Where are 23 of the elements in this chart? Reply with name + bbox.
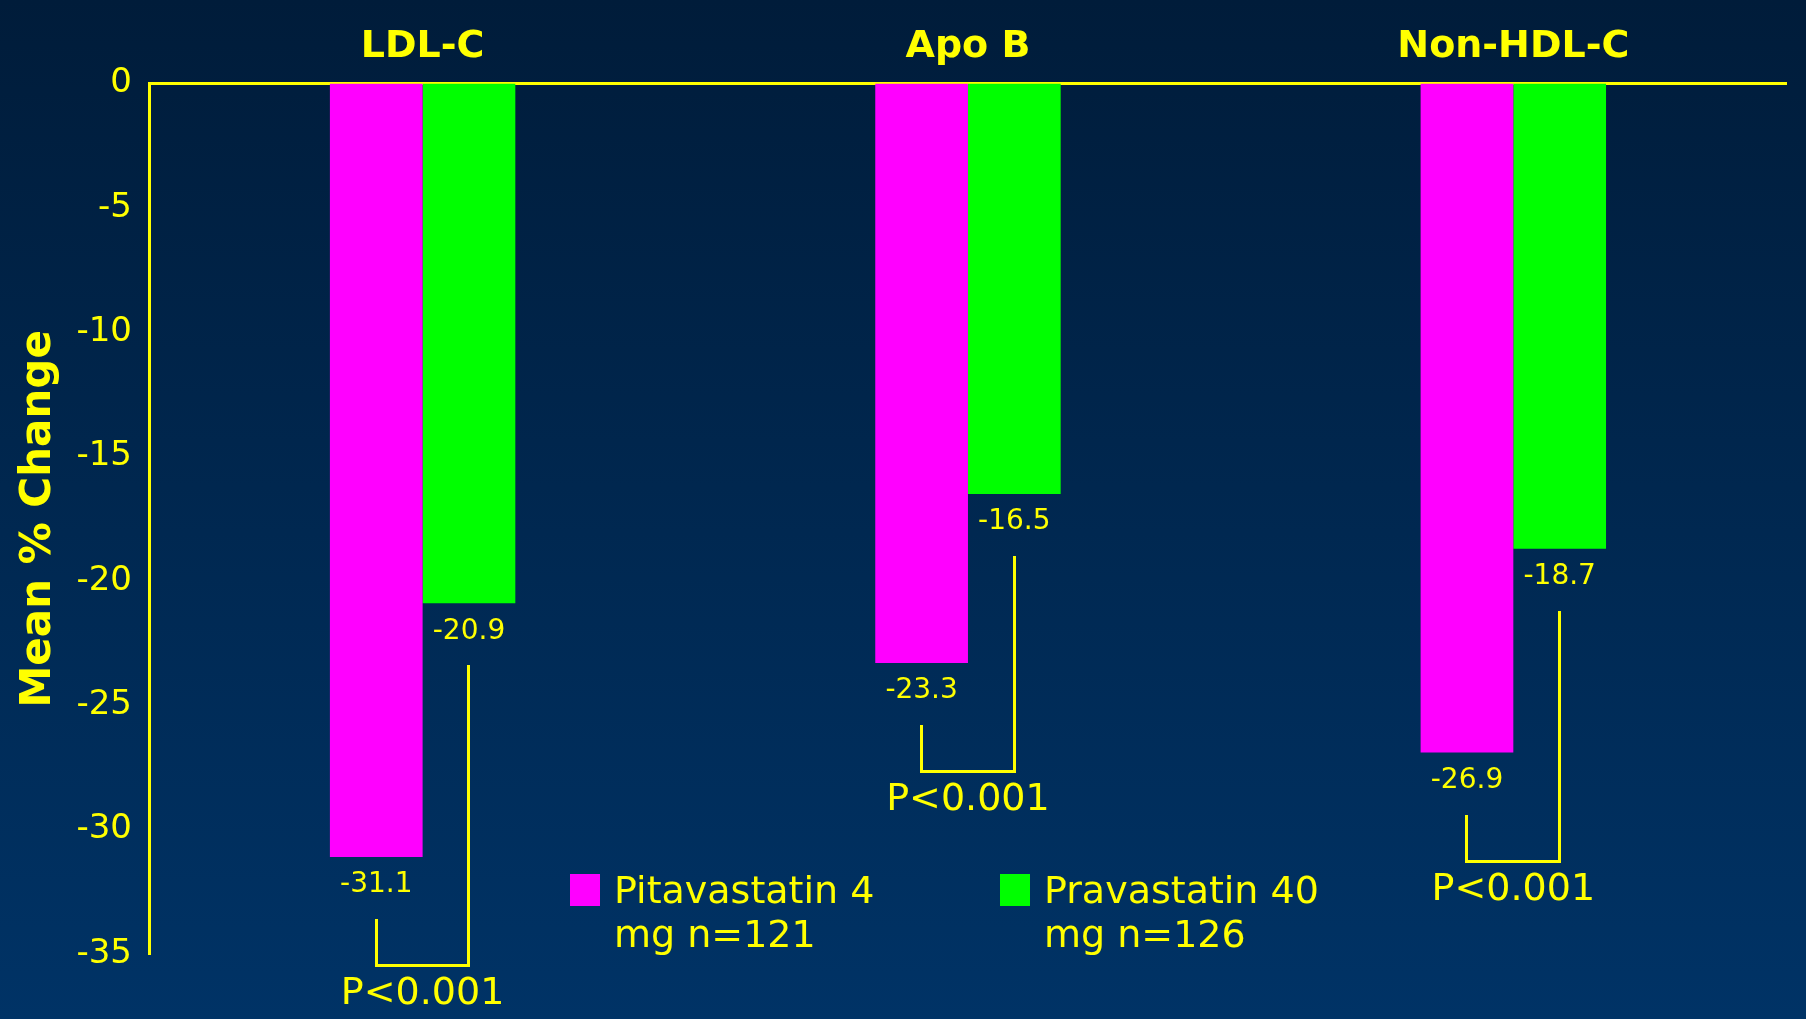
y-tick-label: -35: [76, 930, 132, 971]
y-tick-label: -15: [76, 433, 132, 474]
y-tick-label: -10: [76, 309, 132, 350]
y-tick-label: 0: [110, 60, 132, 101]
annotation: P<0.001: [886, 775, 1050, 820]
y-tick-label: -5: [98, 184, 132, 225]
text: P<0.001: [340, 969, 505, 1013]
y-axis-title: Mean % Change: [11, 330, 61, 708]
legend-label: Pitavastatin 4 mg n=121: [614, 868, 876, 956]
data-label: -20.9: [432, 612, 506, 646]
legend-label: Pravastatin 40 mg n=126: [1044, 868, 1320, 956]
x-tick-label: Apo B: [905, 21, 1031, 66]
data-label: -23.3: [885, 672, 958, 706]
y-tick-label: -25: [76, 682, 132, 723]
x-tick-label: LDL-C: [360, 21, 485, 66]
y-tick-label: -30: [76, 806, 132, 847]
data-label: -26.9: [1430, 761, 1504, 795]
x-tick-label: Non-HDL-C: [1397, 21, 1630, 66]
data-label: -16.5: [978, 503, 1051, 537]
y-tick-label: -20: [76, 557, 132, 598]
annotation: P<0.001: [1431, 864, 1596, 909]
data-label: -31.1: [340, 866, 413, 900]
data-label: -18.7: [1523, 557, 1596, 591]
